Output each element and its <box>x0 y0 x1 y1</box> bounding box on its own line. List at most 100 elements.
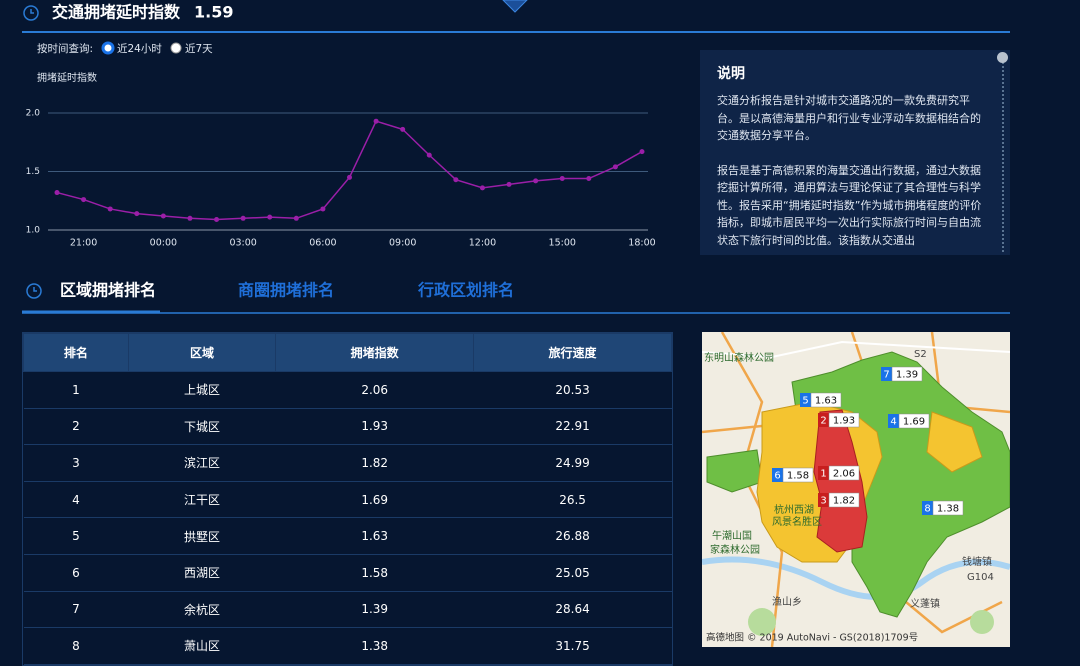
table-cell: 西湖区 <box>128 554 276 592</box>
tab[interactable]: 商圈拥堵排名 <box>238 281 334 300</box>
marker-value-bg <box>782 467 814 483</box>
table-cell: 滨江区 <box>128 444 276 482</box>
place-label: S2 <box>914 349 927 360</box>
page-title: 交通拥堵延时指数 <box>52 3 181 22</box>
table-cell: 下城区 <box>128 408 276 446</box>
x-tick-label: 09:00 <box>389 238 416 249</box>
table-cell: 2.06 <box>275 371 474 409</box>
river <box>702 556 1010 600</box>
x-tick-label: 00:00 <box>150 238 177 249</box>
place-label: 杭州西湖 <box>774 503 814 516</box>
marker-value-bg <box>898 413 930 429</box>
radio-button[interactable] <box>101 41 115 55</box>
marker-rank: 8 <box>924 504 930 515</box>
table-cell: 6 <box>23 554 129 592</box>
scroll-thumb[interactable] <box>997 52 1008 63</box>
table-row: 8 萧山区 1.38 31.75 <box>23 627 672 665</box>
table-cell: 26.5 <box>473 481 672 519</box>
marker-value: 1.82 <box>833 496 855 507</box>
road-minor <box>702 340 1010 359</box>
marker-rank: 4 <box>890 417 896 428</box>
place-label: 渔山乡 <box>772 596 802 608</box>
marker-value-bg <box>828 492 860 508</box>
table-cell: 1.39 <box>275 591 474 629</box>
table-cell: 22.91 <box>473 408 672 446</box>
clock-hand <box>33 287 37 292</box>
table-cell: 8 <box>23 627 129 665</box>
marker-rank-bg <box>881 367 892 381</box>
tab[interactable]: 区域拥堵排名 <box>60 281 156 300</box>
map[interactable]: 1 2.06 2 1.93 3 1.82 4 1.69 5 1.63 6 1.58 7 1.39 8 1.38… <box>702 332 1010 647</box>
x-tick-label: 18:00 <box>628 238 655 249</box>
marker-rank: 5 <box>802 396 808 407</box>
scroll-track[interactable] <box>1002 62 1004 252</box>
y-tick-label: 1.5 <box>26 167 40 177</box>
data-point <box>134 211 140 217</box>
current-index: 1.59 <box>194 3 233 22</box>
table-cell: 1.69 <box>275 481 474 519</box>
data-point <box>506 181 512 187</box>
data-point <box>81 197 87 203</box>
marker-rank-bg <box>922 501 933 515</box>
place-label: 家森林公园 <box>710 543 760 556</box>
data-line <box>56 120 643 221</box>
radio-label[interactable]: 近7天 <box>185 42 213 55</box>
column-header: 旅行速度 <box>473 333 672 372</box>
line-chart: 1.0 1.5 2.0 21:00 00:00 03:00 06:00 09:00 12:00 1… <box>26 109 656 249</box>
park <box>970 610 994 634</box>
tab-bar: 区域拥堵排名 商圈拥堵排名 行政区划排名 <box>22 281 1010 314</box>
table-cell: 1.38 <box>275 627 474 665</box>
marker-value-bg <box>828 465 860 481</box>
marker-rank: 1 <box>820 469 826 480</box>
radio-button[interactable] <box>170 42 182 54</box>
marker-value-bg <box>891 366 923 382</box>
filter-label: 按时间查询: <box>37 42 93 55</box>
data-point <box>293 215 299 221</box>
info-paragraph: 交通分析报告是针对城市交通路况的一款免费研究平台。是以高德海量用户和行业专业浮动… <box>717 94 981 142</box>
table-cell: 3 <box>23 444 129 482</box>
table-row: 2 下城区 1.93 22.91 <box>23 408 672 446</box>
table-row: 6 西湖区 1.58 25.05 <box>23 554 672 592</box>
column-header: 拥堵指数 <box>275 333 475 372</box>
marker-value: 1.93 <box>833 416 855 427</box>
table: 排名 区域 拥堵指数 旅行速度 1 上城区 2.06 20.53 2 下城区 1.93 22.91 3 滨… <box>23 333 672 665</box>
table-cell: 4 <box>23 481 129 519</box>
table-cell: 1 <box>23 371 129 409</box>
data-point <box>559 176 565 182</box>
place-label: 钱塘镇 <box>962 555 992 568</box>
tab[interactable]: 行政区划排名 <box>417 281 514 300</box>
table-cell: 1.93 <box>275 408 474 446</box>
column-header: 区域 <box>127 333 277 372</box>
marker-rank-bg <box>772 468 783 482</box>
table-cell: 26.88 <box>473 517 672 555</box>
table-row: 5 拱墅区 1.63 26.88 <box>23 517 672 555</box>
place-label: 东明山森林公园 <box>704 351 774 364</box>
marker-value: 1.38 <box>937 504 959 515</box>
place-label: 义蓬镇 <box>910 597 940 610</box>
table-cell: 5 <box>23 517 129 555</box>
table-row: 1 上城区 2.06 20.53 <box>23 371 672 409</box>
data-point <box>639 149 645 155</box>
x-tick-label: 15:00 <box>549 238 576 249</box>
x-tick-label: 21:00 <box>70 238 97 249</box>
marker-value: 1.39 <box>896 370 918 381</box>
marker-rank-bg <box>818 466 829 480</box>
table-cell: 31.75 <box>473 627 672 665</box>
table-cell: 20.53 <box>473 371 672 409</box>
data-point <box>320 206 326 212</box>
table-cell: 24.99 <box>473 444 672 482</box>
marker-rank: 6 <box>774 471 780 482</box>
y-tick-label: 1.0 <box>26 226 41 236</box>
marker-rank: 2 <box>820 416 826 427</box>
table-cell: 江干区 <box>128 481 276 519</box>
table-cell: 7 <box>23 591 129 629</box>
marker-rank-bg <box>888 414 899 428</box>
marker-value-bg <box>810 392 842 408</box>
table-cell: 萧山区 <box>128 627 276 665</box>
marker-value: 1.58 <box>787 471 809 482</box>
radio-label[interactable]: 近24小时 <box>117 42 162 55</box>
table-cell: 1.58 <box>275 554 474 592</box>
data-point <box>187 215 193 221</box>
clock-icon <box>23 5 39 21</box>
region-green <box>706 449 763 493</box>
